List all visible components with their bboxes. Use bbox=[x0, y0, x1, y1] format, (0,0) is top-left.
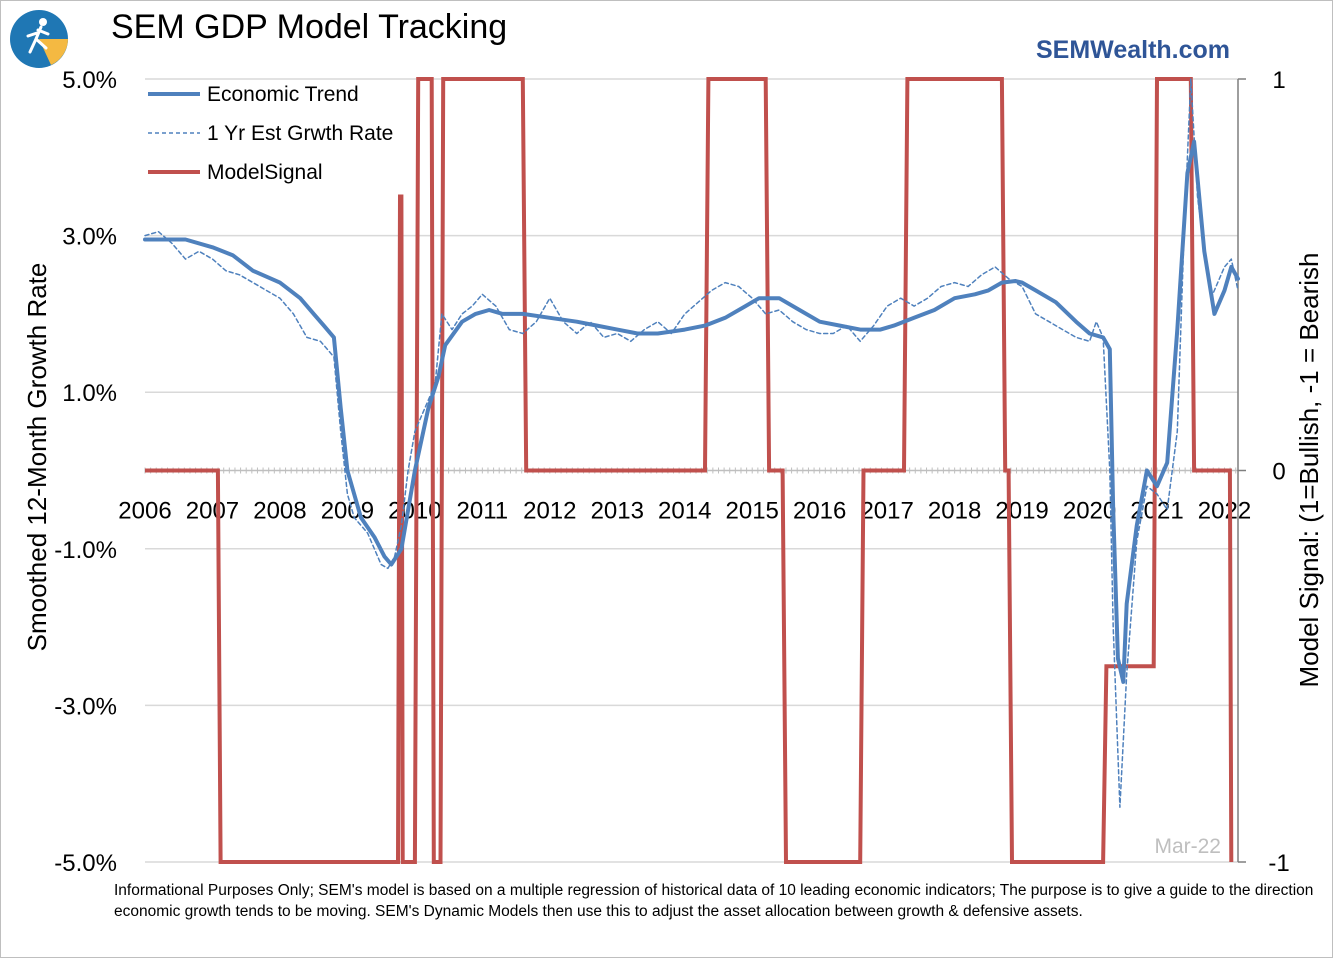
x-tick-label: 2006 bbox=[118, 498, 171, 525]
logo-head bbox=[39, 18, 47, 26]
x-tick-label: 2017 bbox=[860, 498, 913, 525]
right-axis-ticks: 1 0 -1 bbox=[1268, 67, 1289, 877]
series-lines bbox=[143, 77, 1240, 864]
legend-label: Economic Trend bbox=[207, 83, 359, 106]
series-line-economic-trend bbox=[143, 139, 1240, 684]
y-tick-label: -3.0% bbox=[54, 693, 117, 720]
legend-label: 1 Yr Est Grwth Rate bbox=[207, 122, 393, 145]
left-axis-ticks: 5.0% 3.0% 1.0% -1.0% -3.0% -5.0% bbox=[54, 67, 117, 877]
page-title: SEM GDP Model Tracking bbox=[111, 8, 508, 46]
series-line-1-yr-est-grwth-rate bbox=[144, 78, 1239, 808]
logo-wedge bbox=[39, 39, 68, 65]
series-line-modelsignal bbox=[145, 77, 1234, 864]
y2-tick-label: 1 bbox=[1272, 67, 1285, 94]
x-tick-label: 2020 bbox=[1063, 498, 1116, 525]
legend: Economic Trend 1 Yr Est Grwth Rate ModelSi… bbox=[148, 83, 393, 184]
x-tick-label: 2022 bbox=[1198, 498, 1251, 525]
x-tick-label: 2014 bbox=[658, 498, 711, 525]
y2-axis-title: Model Signal: (1=Bullish, -1 = Bearish bbox=[1294, 252, 1324, 687]
brand-link[interactable]: SEMWealth.com bbox=[1036, 36, 1231, 64]
y-tick-label: 3.0% bbox=[62, 224, 117, 251]
y-tick-label: 5.0% bbox=[62, 67, 117, 94]
right-axis bbox=[1237, 78, 1246, 863]
x-tick-label: 2008 bbox=[253, 498, 306, 525]
x-tick-label: 2019 bbox=[995, 498, 1048, 525]
y-axis-title: Smoothed 12-Month Growth Rate bbox=[22, 263, 52, 652]
legend-label: ModelSignal bbox=[207, 161, 323, 184]
runner-logo-icon bbox=[10, 10, 68, 68]
x-tick-label: 2015 bbox=[726, 498, 779, 525]
footnote: Informational Purposes Only; SEM's model… bbox=[114, 882, 1314, 920]
x-tick-label: 2013 bbox=[591, 498, 644, 525]
x-tick-label: 2009 bbox=[321, 498, 374, 525]
x-tick-label: 2018 bbox=[928, 498, 981, 525]
logo-figure bbox=[26, 25, 50, 54]
x-axis-ticks: 2006 2007 2008 2009 2010 2011 2012 2013 2014 2015… bbox=[118, 498, 1251, 525]
y2-tick-label: 0 bbox=[1272, 459, 1285, 486]
y-tick-label: -5.0% bbox=[54, 850, 117, 877]
x-tick-label: 2007 bbox=[186, 498, 239, 525]
y2-tick-label: -1 bbox=[1268, 850, 1289, 877]
y-tick-label: -1.0% bbox=[54, 537, 117, 564]
x-tick-label: 2012 bbox=[523, 498, 576, 525]
x-tick-label: 2016 bbox=[793, 498, 846, 525]
date-annotation: Mar-22 bbox=[1154, 835, 1221, 858]
y-tick-label: 1.0% bbox=[62, 380, 117, 407]
x-tick-label: 2011 bbox=[457, 498, 509, 525]
